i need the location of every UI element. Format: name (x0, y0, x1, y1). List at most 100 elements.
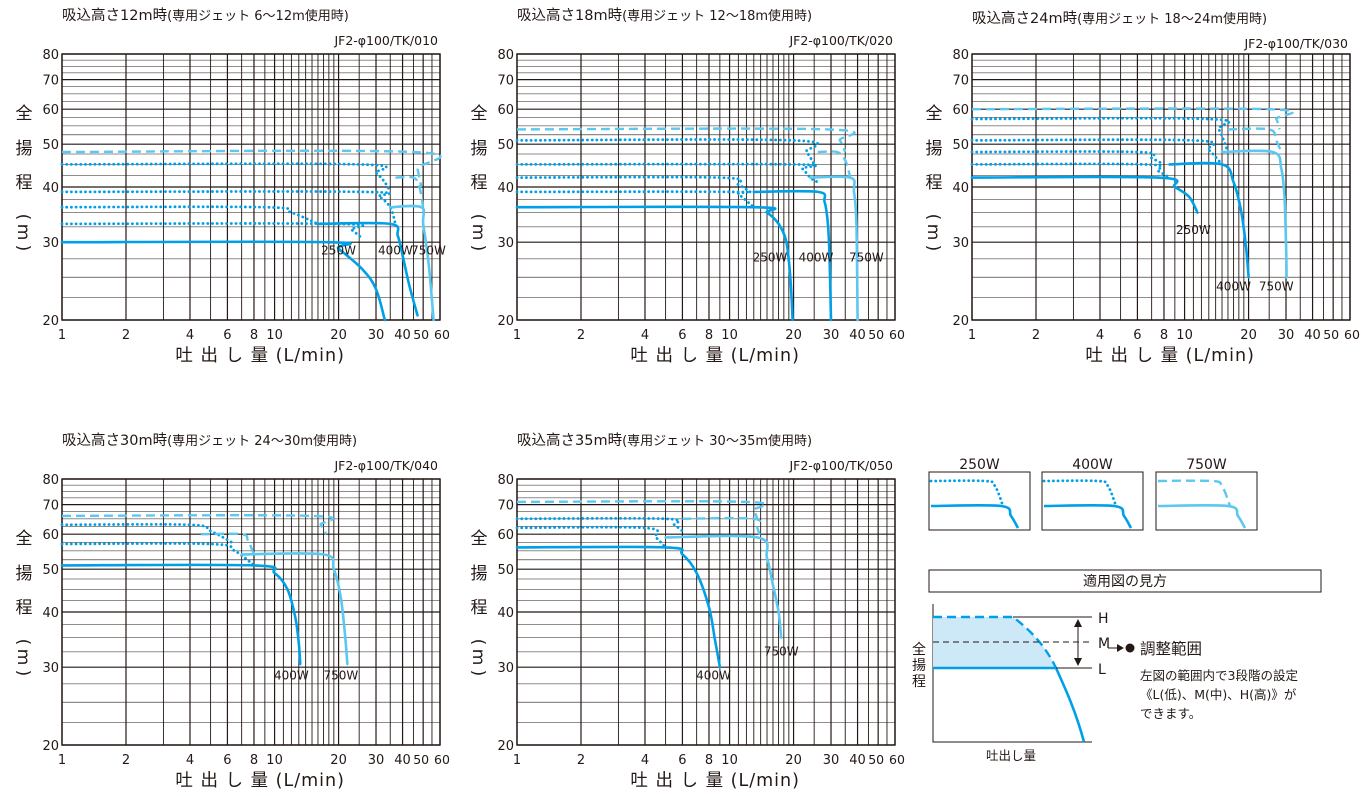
x-axis-label: 吐 出 し 量 (L/min) (175, 346, 345, 366)
plot-frame (516, 53, 896, 321)
explanation-note-line: 《L(低)、M(中)、H(高)》が (1140, 687, 1297, 702)
y-tick-label: 20 (497, 739, 514, 754)
x-tick-label: 4 (641, 753, 649, 768)
plot-frame (61, 478, 441, 746)
y-axis-label-char: 全 (471, 104, 488, 124)
chart-title-sub: (専用ジェット 24〜30m使用時) (167, 433, 357, 449)
curve-label: 750W (411, 244, 446, 258)
series-400w-m (970, 138, 1224, 166)
y-tick-label: 40 (952, 181, 969, 196)
y-tick-label: 50 (952, 138, 969, 153)
x-tick-label: 1 (58, 328, 66, 343)
legend-box (1155, 471, 1258, 531)
series-400w-l (752, 189, 833, 322)
series-400w-h (60, 522, 237, 546)
level-label-m: M (1098, 636, 1110, 652)
legend-lower-line (1043, 503, 1133, 529)
y-tick-label: 80 (42, 473, 59, 488)
y-axis-label-char: ) (923, 245, 943, 252)
series-250w-m (515, 190, 756, 209)
plot-frame (61, 53, 441, 321)
explanation-l-line (933, 666, 1086, 743)
series-750w-h (516, 127, 856, 153)
series-250w-h (60, 205, 320, 226)
y-axis-label-char: 全 (16, 529, 33, 549)
x-tick-label: 1 (968, 328, 976, 343)
series-750w-m (200, 532, 256, 555)
y-tick-label: 40 (42, 181, 59, 196)
x-tick-label: 6 (223, 753, 231, 768)
series-750w-h (971, 107, 1295, 130)
model-number: JF2-φ100/TK/030 (1243, 36, 1348, 51)
x-tick-label: 2 (122, 328, 130, 343)
x-tick-label: 30 (368, 328, 385, 343)
series-750w-l (809, 175, 859, 322)
y-tick-label: 60 (42, 528, 59, 543)
x-tick-label: 50 (413, 327, 429, 342)
series-400w-l (316, 221, 419, 317)
x-tick-label: 1 (513, 753, 521, 768)
plot-frame (516, 478, 896, 746)
explanation-header-box (928, 569, 1322, 593)
series-400w-l (515, 545, 722, 669)
legend-box (928, 471, 1031, 531)
chart-title: 吸込高さ18m時(専用ジェット 12〜18m使用時) (517, 7, 812, 24)
chart-title-main: 吸込高さ30m時 (62, 432, 167, 449)
x-tick-label: 2 (1032, 328, 1040, 343)
y-axis-label-char: 全 (471, 529, 488, 549)
chart-1: 吸込高さ12m時(専用ジェット 6〜12m使用時) JF2-φ100/TK/010… (13, 7, 450, 366)
series-250w-h (970, 150, 1166, 166)
x-tick-label: 6 (1133, 328, 1141, 343)
x-tick-label: 10 (266, 328, 283, 343)
plot-frame (971, 53, 1351, 321)
y-axis-label-char: 揚 (471, 139, 488, 159)
y-axis-label-char: 揚 (926, 139, 943, 159)
adjustment-range-label: 調整範囲 (1140, 640, 1202, 658)
chart-title-main: 吸込高さ24m時 (972, 10, 1077, 27)
bullet (1125, 643, 1135, 653)
chart-title: 吸込高さ30m時(専用ジェット 24〜30m使用時) (62, 432, 357, 449)
y-tick-label: 70 (952, 74, 969, 89)
y-tick-label: 70 (497, 74, 514, 89)
y-axis-label-char: m (13, 224, 33, 241)
range-arrow-head-up (1074, 619, 1082, 627)
y-axis-label-char: m (468, 224, 488, 241)
explanation-y-label-char: 揚 (912, 657, 926, 674)
series-750w-h (516, 500, 767, 520)
series-250w-l (515, 205, 794, 322)
legend-upper-line (929, 479, 1005, 508)
explanation-x-label: 吐出し量 (986, 748, 1036, 763)
x-tick-label: 6 (678, 328, 686, 343)
legend-upper-line (1042, 479, 1118, 508)
chart-title-main: 吸込高さ18m時 (517, 7, 622, 24)
series-750w-m (395, 175, 425, 208)
chart-4: 吸込高さ30m時(専用ジェット 24〜30m使用時) JF2-φ100/TK/04… (13, 432, 450, 791)
x-tick-label: 20 (330, 328, 347, 343)
y-tick-label: 70 (497, 499, 514, 514)
series-400w-m (60, 542, 256, 567)
legend-label: 400W (1072, 457, 1113, 473)
x-tick-label: 30 (368, 753, 385, 768)
x-tick-label: 8 (250, 753, 258, 768)
x-tick-label: 30 (823, 753, 840, 768)
x-axis-label: 吐 出 し 量 (L/min) (175, 771, 345, 791)
series-250w-m (970, 162, 1171, 179)
x-tick-label: 50 (868, 327, 884, 342)
y-axis-label-char: 程 (471, 598, 488, 618)
curve-label: 400W (799, 251, 834, 265)
x-tick-label: 4 (186, 753, 194, 768)
grid (61, 478, 441, 746)
y-tick-label: 80 (497, 48, 514, 63)
series-750w-l (664, 534, 783, 639)
series-group (60, 514, 349, 666)
curve-label: 750W (323, 669, 358, 683)
y-tick-label: 30 (497, 236, 514, 251)
y-tick-label: 30 (952, 236, 969, 251)
chart-title-sub: (専用ジェット 12〜18m使用時) (622, 8, 812, 24)
y-axis-label-char: ( (468, 639, 488, 646)
series-750w-m (1227, 127, 1283, 153)
x-tick-label: 4 (1096, 328, 1104, 343)
x-tick-label: 10 (721, 328, 738, 343)
y-axis-label-char: 程 (16, 598, 33, 618)
